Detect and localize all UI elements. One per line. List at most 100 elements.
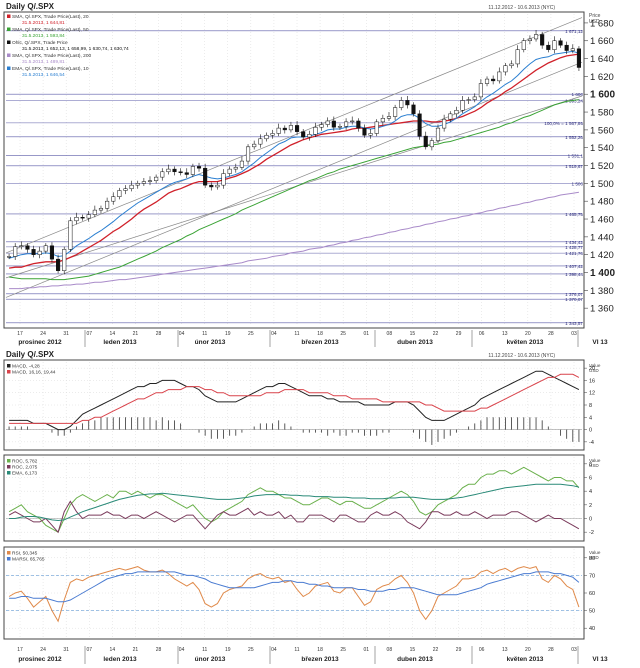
x-tick-label: 29 — [456, 647, 462, 653]
main-chart-title: Daily Q/.SPX — [6, 2, 55, 11]
roc-ema-line — [9, 483, 580, 522]
unit-top: Value — [589, 550, 601, 555]
x-tick-label: 14 — [110, 647, 116, 653]
y-tick-label: 1 360 — [590, 304, 614, 315]
x-tick-label: 25 — [248, 647, 254, 653]
x-tick-label: 13 — [502, 647, 508, 653]
y-tick-label: 4 — [589, 415, 592, 421]
roc-panel[interactable] — [3, 454, 585, 542]
candle-body — [74, 216, 79, 222]
y-tick-label: 1 420 — [590, 250, 614, 261]
x-tick-label: 08 — [387, 331, 393, 337]
candle-body — [423, 135, 428, 148]
candle-body — [429, 140, 434, 148]
candle-body — [546, 44, 551, 50]
candle-body — [319, 124, 324, 128]
y-tick-label: 1 520 — [590, 161, 614, 172]
y-tick-label: 1 480 — [590, 197, 614, 208]
x-tick-label: 15 — [410, 331, 416, 337]
candle-body — [497, 71, 502, 82]
level-label: 1 671,12 — [565, 29, 583, 34]
candle-body — [264, 134, 269, 140]
candle-body — [215, 184, 220, 188]
candle-body — [540, 34, 545, 46]
trend-channel-line — [5, 17, 583, 254]
candle-body — [460, 100, 465, 111]
unit-bottom: USD — [589, 463, 599, 468]
sma50-line — [9, 99, 579, 281]
x-tick-label: 31 — [63, 331, 69, 337]
legend-swatch — [7, 66, 11, 70]
x-tick-label: 31 — [63, 647, 69, 653]
candle-body — [472, 96, 477, 100]
level-label: 1 421,76 — [565, 251, 583, 256]
legend-swatch — [7, 40, 11, 44]
x-month-label: leden 2013 — [103, 656, 137, 663]
candle-body — [123, 188, 128, 191]
rsi-line — [8, 566, 580, 623]
candle-body — [227, 168, 232, 174]
candle-body — [68, 220, 73, 250]
candle-body — [558, 40, 563, 46]
unit-top: Value — [589, 363, 601, 368]
main-price-panel[interactable] — [3, 11, 585, 329]
y-tick-label: 20 — [589, 366, 595, 372]
ema10-line — [8, 50, 580, 259]
y-tick-label: 12 — [589, 391, 595, 397]
macd-line — [9, 370, 580, 431]
candle-body — [245, 146, 251, 162]
candle-body — [209, 184, 214, 188]
level-label: 1 600 — [572, 92, 584, 97]
x-month-label: prosinec 2012 — [18, 339, 62, 346]
x-month-label: leden 2013 — [103, 339, 137, 346]
x-tick-label: 28 — [548, 331, 554, 337]
candle-body — [154, 176, 159, 181]
legend-swatch — [7, 364, 11, 368]
candle-body — [56, 258, 61, 271]
candle-body — [368, 133, 373, 136]
level-label: 1 376,07 — [565, 292, 583, 297]
x-tick-label: 18 — [317, 647, 323, 653]
x-tick-label: 11 — [202, 331, 207, 337]
legend-label: SMA, Q/.SPX, Trade Price(Last), 20 — [12, 14, 89, 20]
y-tick-label: 70 — [589, 573, 595, 579]
x-tick-label: 24 — [40, 647, 46, 653]
legend-value: 31.5.2013, 1 489,81 — [22, 59, 65, 65]
y-tick-label: 40 — [589, 626, 595, 632]
x-tick-label: 25 — [248, 331, 254, 337]
legend-label: ROC, 2,075 — [12, 465, 38, 471]
level-label: 1 519,67 — [565, 164, 583, 169]
candle-body — [49, 245, 55, 260]
y-tick-label: -2 — [589, 530, 594, 536]
x-tick-label: 04 — [271, 647, 277, 653]
x-month-label: prosinec 2012 — [18, 656, 62, 663]
candle-body — [276, 127, 281, 134]
candle-body — [233, 167, 238, 170]
legend-swatch — [7, 557, 11, 561]
x-month-label: květen 2013 — [507, 656, 544, 663]
candle-body — [466, 99, 471, 101]
x-tick-label: 11 — [294, 331, 299, 337]
legend-swatch — [7, 14, 11, 18]
candle-body — [399, 100, 404, 108]
legend-value: 31.5.2013, 1 652,13, 1 658,99, 1 630,74,… — [22, 46, 129, 52]
candle-body — [129, 184, 134, 189]
level-label: 1 552,26 — [565, 135, 583, 140]
candle-body — [13, 246, 18, 257]
x-tick-label: 20 — [525, 331, 531, 337]
candle-body — [19, 245, 24, 247]
candle-body — [515, 49, 520, 65]
unit-bottom: USD — [589, 555, 599, 560]
candle-body — [62, 249, 67, 271]
legend-label: SMA, Q/.SPX, Trade Price(Last), 200 — [12, 53, 92, 59]
y-tick-label: 1 380 — [590, 286, 614, 297]
candle-body — [105, 200, 110, 209]
roc2-line — [8, 500, 580, 534]
candle-body — [533, 34, 539, 40]
level-label: 1 407,42 — [565, 264, 583, 269]
legend-value: 31.5.2013, 1 644,81 — [22, 20, 65, 26]
